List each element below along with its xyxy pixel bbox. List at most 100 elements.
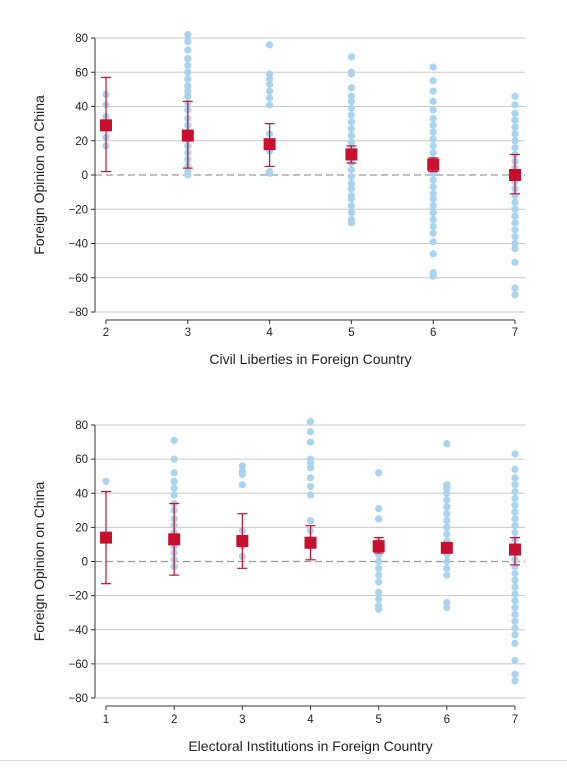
- observation-point: [184, 37, 192, 46]
- observation-point: [511, 101, 519, 109]
- observation-point: [429, 190, 437, 198]
- observation-point: [511, 198, 519, 206]
- observation-point: [511, 597, 519, 605]
- observation-point: [511, 291, 519, 299]
- observation-point: [306, 417, 315, 426]
- observation-point: [347, 209, 355, 217]
- observation-point: [511, 639, 519, 648]
- observation-point: [429, 114, 437, 123]
- estimate-marker: [263, 138, 276, 151]
- observation-point: [429, 176, 437, 184]
- observation-point: [347, 97, 355, 105]
- observation-point: [511, 109, 519, 117]
- observation-point: [429, 149, 437, 157]
- estimate-marker: [372, 540, 385, 553]
- observation-point: [375, 605, 383, 613]
- observation-point: [511, 603, 519, 612]
- observation-point: [429, 87, 437, 95]
- observation-point: [184, 54, 192, 63]
- observation-point: [347, 104, 355, 112]
- observation-point: [347, 125, 355, 133]
- y-tick-label: 20: [75, 136, 88, 148]
- observation-point: [511, 116, 519, 124]
- observation-point: [511, 610, 519, 618]
- observation-point: [443, 557, 451, 566]
- observation-point: [429, 229, 437, 237]
- x-tick-label: 5: [375, 714, 381, 726]
- observation-point: [429, 142, 437, 150]
- observation-point: [443, 598, 451, 607]
- x-tick-label: 2: [103, 327, 109, 339]
- y-tick-label: −80: [68, 693, 88, 705]
- y-tick-label: −40: [68, 625, 88, 637]
- observation-point: [266, 75, 274, 83]
- observation-point: [306, 458, 315, 467]
- observation-point: [266, 94, 274, 102]
- observation-point: [511, 465, 519, 473]
- observation-point: [511, 245, 519, 253]
- observation-point: [266, 80, 274, 88]
- x-tick-label: 4: [266, 327, 273, 339]
- observation-point: [347, 195, 355, 203]
- estimate-marker: [168, 533, 181, 546]
- observation-point: [511, 258, 519, 266]
- observation-point: [443, 510, 451, 518]
- observation-point: [511, 212, 519, 220]
- bottom-rule: [0, 760, 567, 761]
- observation-point: [347, 92, 355, 100]
- observation-point: [511, 284, 519, 292]
- y-tick-label: 20: [75, 522, 88, 534]
- x-tick-label: 2: [171, 714, 177, 726]
- observation-point: [443, 484, 451, 492]
- observation-point: [429, 209, 437, 217]
- x-tick-label: 3: [239, 714, 245, 726]
- observation-point: [443, 523, 451, 531]
- y-tick-label: 0: [82, 170, 88, 182]
- observation-point: [511, 515, 519, 523]
- observation-point: [443, 603, 451, 612]
- observation-point: [266, 101, 274, 109]
- observation-point: [266, 41, 274, 49]
- observation-point: [511, 481, 519, 489]
- observation-point: [429, 202, 437, 210]
- observation-point: [170, 436, 178, 444]
- observation-point: [511, 144, 519, 152]
- observation-point: [347, 185, 355, 193]
- observation-point: [443, 503, 451, 511]
- y-tick-label: 80: [75, 420, 88, 432]
- observation-point: [429, 106, 437, 114]
- observation-point: [429, 97, 437, 105]
- observation-point: [511, 226, 519, 234]
- observation-point: [347, 138, 355, 147]
- observation-point: [429, 63, 437, 71]
- observation-point: [347, 132, 355, 140]
- observation-point: [238, 470, 246, 479]
- x-axis-title: Electoral Institutions in Foreign Countr…: [188, 738, 432, 754]
- observation-point: [266, 87, 274, 95]
- y-tick-label: −60: [68, 659, 88, 671]
- estimate-marker: [304, 536, 317, 549]
- observation-point: [306, 464, 315, 472]
- observation-point: [511, 205, 519, 213]
- observation-point: [511, 219, 519, 227]
- observation-point: [511, 583, 519, 591]
- observation-point: [306, 491, 315, 499]
- observation-point: [443, 496, 451, 504]
- observation-point: [429, 77, 437, 85]
- y-tick-label: 60: [75, 454, 88, 466]
- observation-point: [429, 272, 437, 280]
- observation-point: [306, 428, 315, 436]
- observation-point: [511, 92, 519, 100]
- observation-point: [511, 494, 519, 502]
- y-tick-label: 40: [75, 102, 88, 114]
- observation-point: [511, 233, 519, 241]
- observation-point: [511, 239, 519, 248]
- observation-point: [511, 670, 519, 678]
- observation-point: [511, 123, 519, 131]
- observation-point: [347, 219, 355, 227]
- observation-point: [443, 564, 451, 572]
- observation-point: [170, 484, 178, 492]
- y-tick-label: −40: [68, 239, 88, 251]
